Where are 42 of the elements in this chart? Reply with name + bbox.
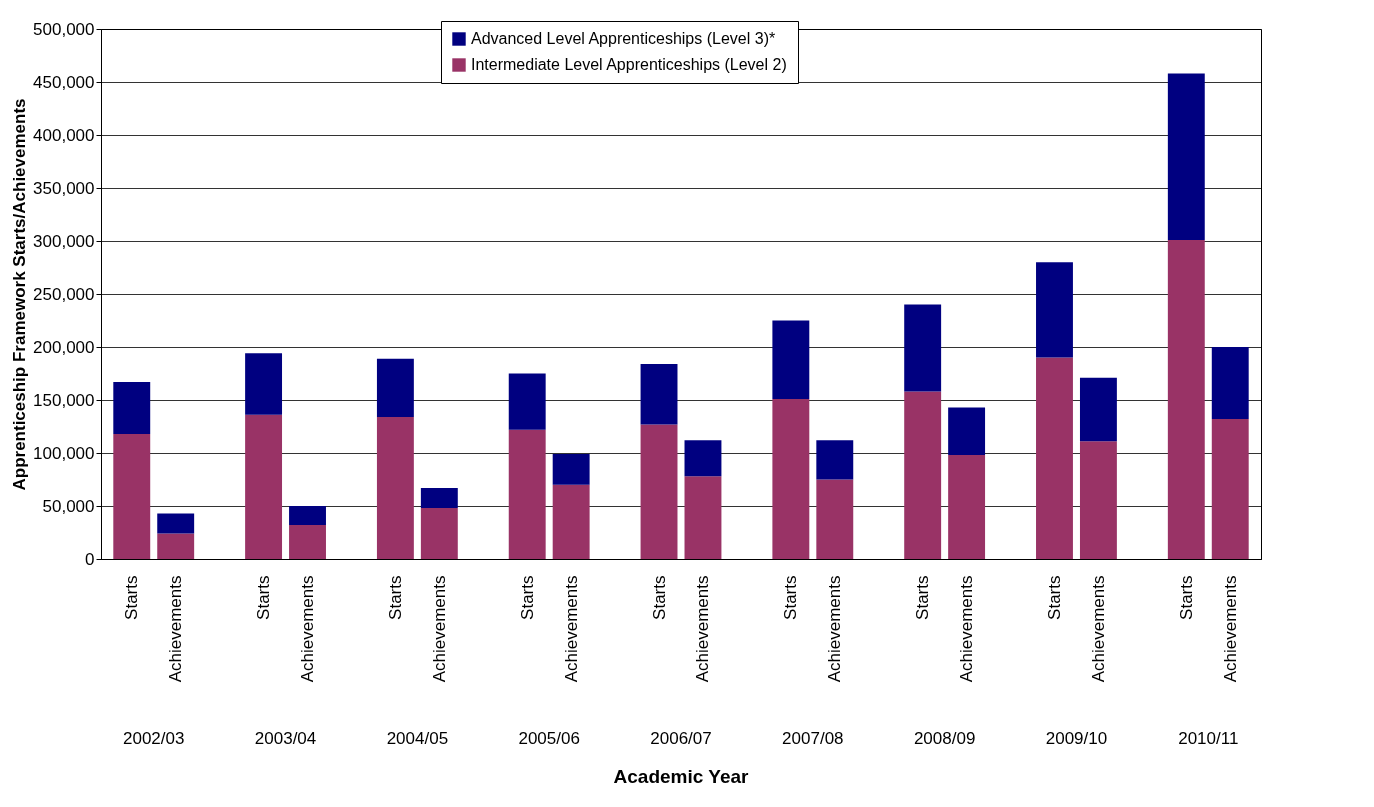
y-tick-label: 500,000 [33, 19, 95, 39]
x-tick-label: Starts [1044, 575, 1064, 620]
text: 2005/06 [518, 729, 580, 748]
text: 2006/07 [650, 729, 712, 748]
y-tick-label: 100,000 [33, 443, 95, 463]
y-tick-label: 250,000 [33, 284, 95, 304]
x-tick-label: Starts [649, 575, 669, 620]
x-tick-label: Achievements [561, 575, 581, 683]
x-tick-label: Achievements [1088, 575, 1108, 683]
text: 2002/03 [123, 729, 185, 748]
x-tick-label: Starts [1176, 575, 1196, 620]
text: 2007/08 [782, 729, 844, 748]
x-tick-label: Starts [254, 575, 274, 620]
legend-label: Advanced Level Apprenticeships (Level 3)* [471, 30, 776, 47]
x-tick-label: Achievements [298, 575, 318, 683]
x-tick-label: Starts [913, 575, 933, 620]
text: 2004/05 [386, 729, 449, 748]
y-tick-label: 50,000 [42, 496, 95, 516]
text: 2010/11 [1178, 729, 1239, 748]
y-axis-title: Apprenticeship Framework Starts/Achievements [10, 98, 30, 491]
text: 2008/09 [913, 729, 976, 748]
y-tick-label: 350,000 [33, 178, 95, 198]
x-tick-label: Starts [122, 575, 142, 620]
y-tick-label: 150,000 [33, 390, 95, 410]
x-tick-label: Starts [517, 575, 537, 620]
x-tick-label: Achievements [825, 575, 845, 683]
x-tick-label: Achievements [957, 575, 977, 683]
y-tick-label: 200,000 [33, 337, 95, 357]
y-tick-label: 400,000 [33, 125, 95, 145]
y-tick-label: 450,000 [33, 72, 95, 92]
x-tick-label: Achievements [693, 575, 713, 683]
y-tick-label: 300,000 [33, 231, 95, 251]
text: 2003/04 [254, 729, 317, 748]
x-tick-label: Starts [781, 575, 801, 620]
x-tick-label: Starts [385, 575, 405, 620]
legend-label: Intermediate Level Apprenticeships (Level 2) [471, 56, 787, 73]
x-tick-label: Achievements [1220, 575, 1240, 683]
x-tick-label: Achievements [429, 575, 449, 683]
x-tick-label: Achievements [166, 575, 186, 683]
y-tick-label: 0 [85, 549, 95, 569]
x-axis-title: Academic Year [613, 766, 750, 787]
text: 2009/10 [1045, 729, 1108, 748]
